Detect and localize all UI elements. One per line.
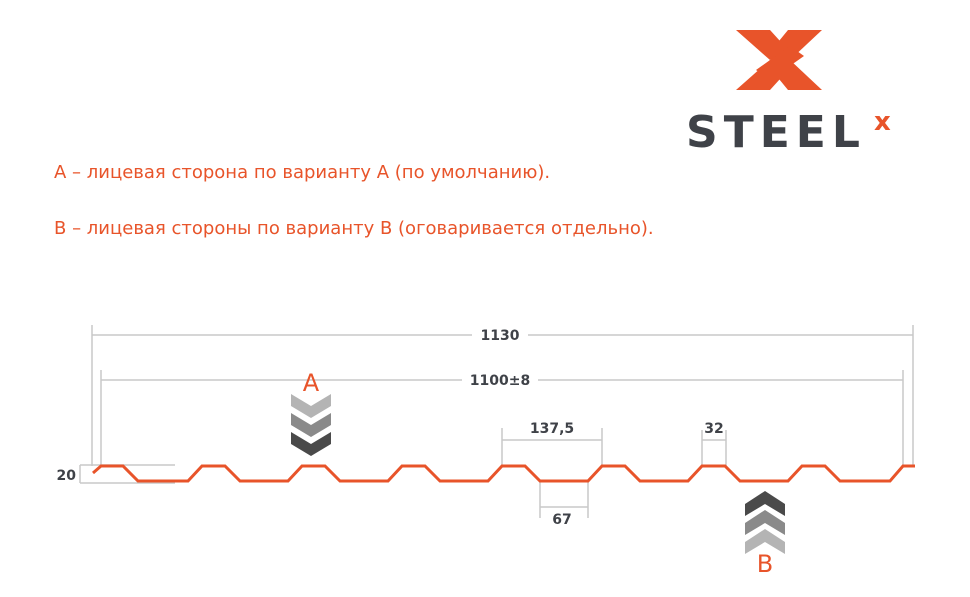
side-b-label: B	[757, 550, 773, 578]
corrugated-profile-line	[92, 464, 915, 483]
dim-top-width: 32	[704, 421, 723, 437]
logo-x-mark	[736, 30, 822, 90]
dimension-lines	[79, 325, 914, 518]
arrow-up-icon	[745, 491, 785, 554]
logo-text: STEEL	[686, 107, 866, 158]
dim-working-width: 1100±8	[470, 373, 530, 389]
steelx-logo: STEEL x	[686, 30, 891, 158]
dim-total-width: 1130	[481, 328, 520, 344]
arrow-down-icon	[291, 394, 331, 456]
note-side-b: В – лицевая стороны по варианту В (огова…	[54, 218, 654, 239]
dim-pitch: 137,5	[530, 421, 574, 437]
dim-height: 20	[57, 468, 77, 484]
side-a-label: A	[303, 369, 320, 397]
note-side-a: А – лицевая сторона по варианту А (по ум…	[54, 162, 551, 183]
logo-superscript: x	[874, 107, 891, 137]
dim-bottom-width: 67	[552, 512, 571, 528]
